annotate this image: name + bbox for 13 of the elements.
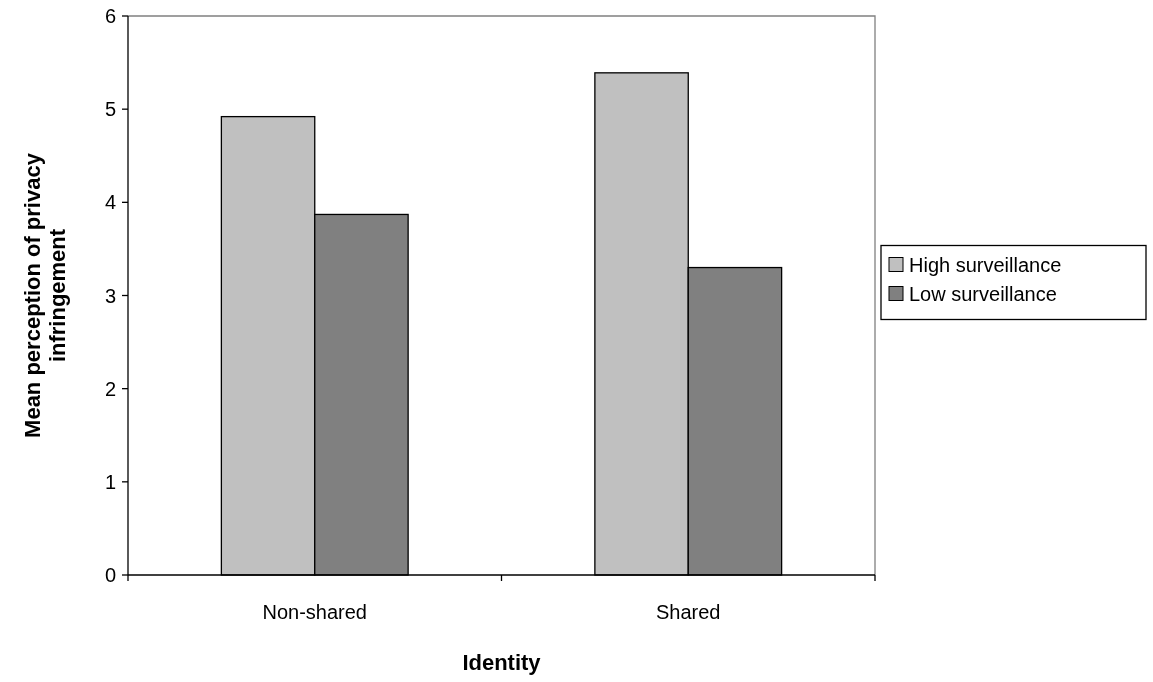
y-tick-label: 6 (104, 5, 116, 27)
x-tick-label: Shared (656, 601, 721, 623)
y-tick-label: 0 (104, 564, 116, 586)
y-tick-label: 1 (104, 470, 116, 493)
x-tick-label: Non-shared (262, 601, 368, 623)
y-tick-label: 3 (104, 284, 116, 307)
legend-label: Low surveillance (909, 282, 1057, 305)
y-axis-title: Mean perception of privacy infringement (20, 152, 71, 438)
legend-label: High surveillance (909, 253, 1062, 276)
y-tick-label: 4 (104, 191, 116, 214)
x-axis-title: Identity (462, 650, 542, 675)
y-tick-label: 5 (104, 98, 116, 121)
y-tick-label: 2 (104, 377, 116, 400)
